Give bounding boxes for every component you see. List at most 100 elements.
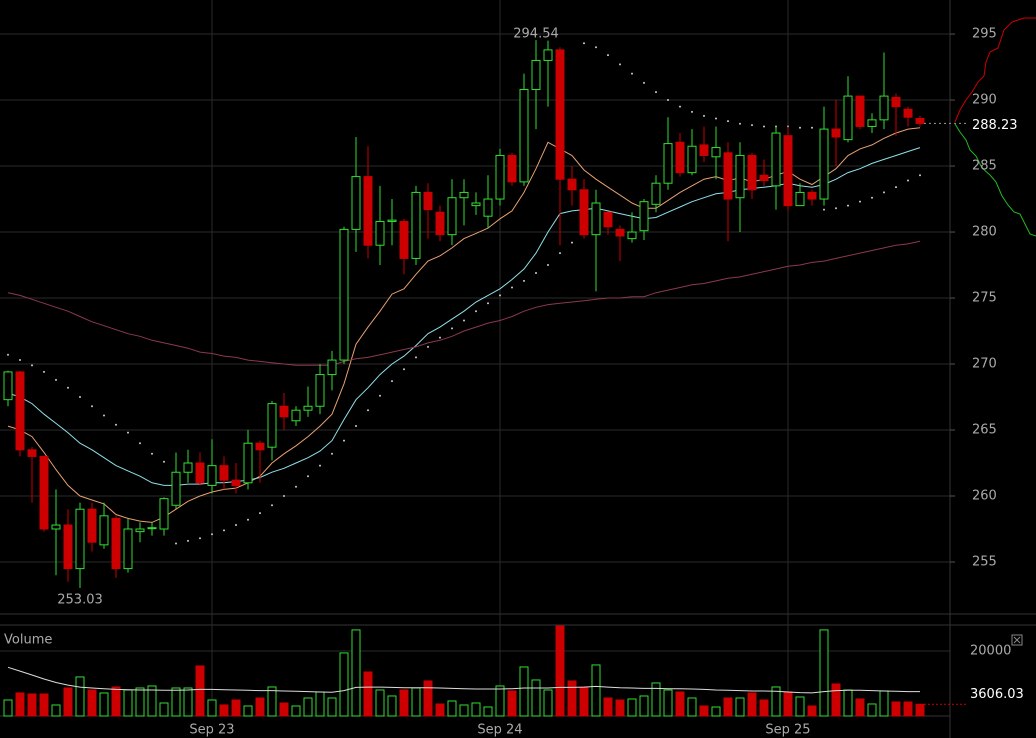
candle-body: [423, 191, 433, 211]
sar-dot: [859, 200, 861, 203]
candle-body: [63, 524, 73, 570]
candle-body: [915, 118, 925, 124]
candle-body: [279, 405, 289, 418]
volume-bar: [663, 689, 673, 717]
volume-bar: [795, 696, 805, 717]
volume-bar: [447, 700, 457, 717]
candle-body: [27, 449, 37, 457]
candle-body: [843, 95, 853, 141]
volume-bar: [903, 701, 913, 717]
volume-bar: [519, 666, 529, 717]
last-price-label: 288.23: [972, 118, 1018, 133]
candle-body: [291, 409, 301, 422]
sar-dot: [151, 452, 153, 455]
y-tick-label: 265: [972, 423, 997, 438]
sar-dot: [715, 117, 717, 120]
sar-dot: [463, 319, 465, 322]
volume-bar: [483, 706, 493, 717]
candle-body: [879, 95, 889, 121]
y-tick-label: 255: [972, 554, 997, 569]
candle-body: [819, 128, 829, 200]
sar-dot: [559, 252, 561, 255]
volume-bar: [831, 683, 841, 717]
sar-dot: [439, 336, 441, 339]
sar-dot: [283, 495, 285, 498]
sar-dot: [799, 126, 801, 129]
volume-bar: [315, 691, 325, 717]
volume-bar: [243, 705, 253, 717]
volume-bar: [879, 690, 889, 717]
candle-body: [639, 201, 649, 232]
candle-body: [627, 231, 637, 240]
candle-body: [831, 128, 841, 138]
candle-body: [903, 108, 913, 118]
sar-dot: [727, 120, 729, 123]
sar-dot: [355, 425, 357, 428]
volume-bar: [867, 703, 877, 717]
sar-dot: [367, 409, 369, 412]
volume-average: [7, 666, 920, 694]
volume-bar: [507, 690, 517, 717]
volume-bar: [543, 689, 553, 717]
candle-body: [123, 528, 133, 570]
volume-bar: [363, 671, 373, 717]
candle-body: [87, 508, 97, 543]
candle-body: [51, 524, 61, 530]
close-button[interactable]: [1011, 634, 1023, 646]
sar-dot: [319, 464, 321, 467]
volume-bar: [87, 689, 97, 717]
candle-body: [75, 508, 85, 570]
sar-dot: [919, 174, 921, 177]
depth-bid: [954, 123, 1036, 237]
sar-dot: [835, 207, 837, 210]
volume-bar: [219, 704, 229, 717]
sar-dot: [127, 431, 129, 434]
volume-bar: [195, 665, 205, 717]
candle-body: [363, 176, 373, 246]
candle-body: [615, 228, 625, 237]
candle-body: [603, 211, 613, 228]
candle-body: [459, 191, 469, 199]
volume-bar: [423, 680, 433, 717]
y-tick-label: 270: [972, 357, 997, 372]
sar-dot: [703, 114, 705, 117]
volume-bar: [783, 691, 793, 717]
candle-body: [591, 202, 601, 236]
candle-body: [723, 152, 733, 200]
sar-dot: [871, 196, 873, 199]
candle-body: [783, 135, 793, 207]
sar-dot: [403, 368, 405, 371]
sar-dot: [691, 110, 693, 113]
depth-ask: [954, 17, 1036, 123]
volume-bar: [279, 702, 289, 717]
candle-body: [231, 479, 241, 486]
sar-dot: [67, 386, 69, 389]
sar-dot: [583, 42, 585, 45]
sar-dot: [19, 359, 21, 362]
candle-body: [555, 49, 565, 180]
volume-bar: [435, 703, 445, 717]
candle-body: [687, 145, 697, 174]
y-tick-label: 295: [972, 27, 997, 42]
sar-dot: [307, 475, 309, 478]
volume-bar: [27, 693, 37, 717]
moving-average: [7, 147, 921, 486]
sar-dot: [895, 186, 897, 189]
candle-body: [747, 154, 757, 191]
volume-bar: [375, 689, 385, 717]
candle-body: [147, 527, 157, 530]
y-tick-label: 285: [972, 159, 997, 174]
volume-bar: [171, 687, 181, 717]
sar-dot: [823, 208, 825, 211]
volume-bar: [147, 685, 157, 717]
sar-dot: [175, 542, 177, 545]
sar-dot: [607, 54, 609, 57]
sar-dot: [79, 396, 81, 399]
volume-bar: [555, 625, 565, 717]
sar-dot: [883, 191, 885, 194]
volume-bar: [627, 698, 637, 717]
volume-bar: [123, 689, 133, 717]
sar-dot: [511, 286, 513, 289]
volume-bar: [15, 692, 25, 717]
volume-bar: [135, 687, 145, 717]
